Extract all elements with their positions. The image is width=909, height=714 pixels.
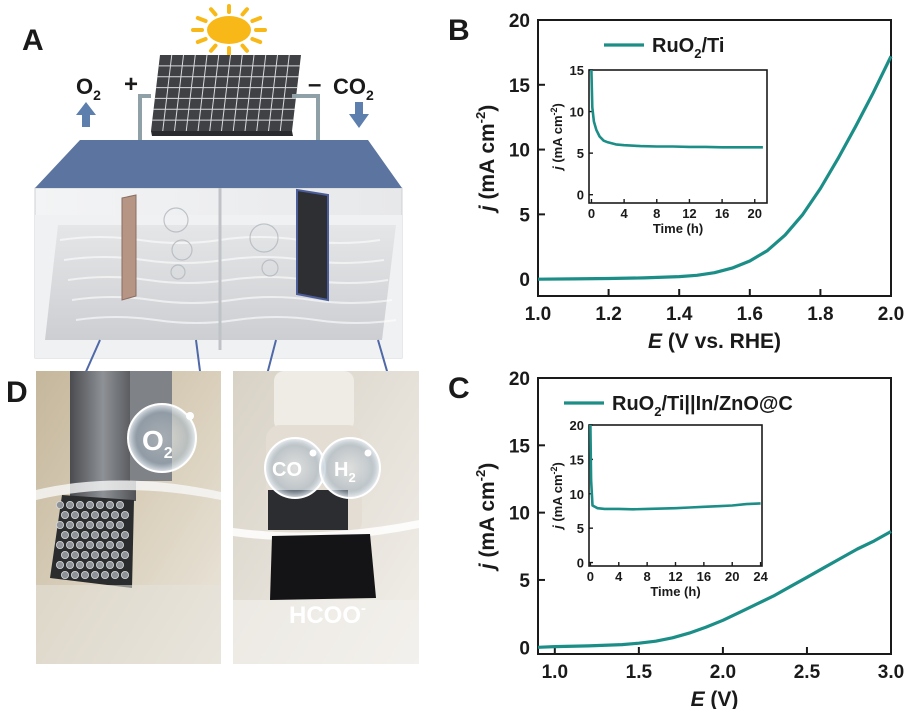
x-tick-label: 1.0	[542, 662, 568, 683]
y-tick-label: 0	[519, 638, 530, 659]
inset-x-tick-label: 0	[587, 569, 594, 584]
inset-y-tick-label: 15	[570, 63, 584, 78]
anode-photo	[36, 371, 221, 664]
minus-label: –	[308, 71, 321, 98]
inset-x-tick-label: 0	[588, 206, 595, 221]
inset-x-tick-label: 12	[682, 206, 696, 221]
inset-frame	[588, 424, 763, 567]
y-tick-label: 15	[509, 436, 531, 457]
svg-text:O2: O2	[142, 425, 173, 462]
y-tick-label: 10	[509, 504, 530, 525]
panel-label-c: C	[448, 372, 470, 405]
inset-series-line	[589, 424, 761, 511]
y-tick-label: 0	[519, 270, 530, 291]
plus-label: +	[124, 71, 138, 98]
solar-panel-icon	[151, 54, 301, 136]
inset-x-tick-label: 16	[697, 569, 711, 584]
y-tick-label: 5	[519, 205, 530, 226]
inset-frame	[588, 69, 768, 204]
y-tick-label: 20	[509, 11, 530, 32]
cathode-gas-label: CO2	[333, 74, 374, 103]
x-tick-label: 1.8	[807, 304, 833, 325]
svg-text:CO: CO	[272, 459, 302, 481]
plot-frame	[537, 377, 892, 655]
panel-d: D O2 CO H2 HCOO-	[6, 371, 419, 664]
x-tick-label: 1.0	[525, 304, 551, 325]
x-tick-label: 1.5	[626, 662, 653, 683]
x-axis-label: E (V vs. RHE)	[648, 330, 781, 353]
down-arrow-icon	[349, 102, 369, 128]
inset-y-tick-label: 10	[570, 105, 584, 120]
inset-y-tick-label: 5	[577, 146, 584, 161]
inset-x-axis-label: Time (h)	[653, 221, 703, 236]
panel-c: C 1.0 1.5 2.0 2.5 3.0 0 5 10 15 20 E (V) j (mA cm-2…	[448, 369, 904, 711]
chart-b: 1.0 1.2 1.4 1.6 1.8 2.0 0 5 10 15 20 E (V vs. RHE) j…	[473, 11, 904, 353]
inset-x-tick-label: 16	[715, 206, 729, 221]
panel-label-d: D	[6, 376, 28, 409]
inset-x-tick-label: 24	[753, 569, 768, 584]
formate-label: HCOO-	[289, 600, 366, 629]
inset-x-tick-label: 8	[653, 206, 660, 221]
x-tick-label: 1.2	[595, 304, 621, 325]
inset-y-tick-label: 15	[570, 452, 584, 467]
electrolytic-cell	[34, 140, 403, 359]
inset-y-tick-label: 5	[577, 521, 584, 536]
series-line	[537, 530, 892, 649]
inset-chart: 0 4 8 12 16 20 24 0 5 10 15 20 Time (h) j (mA cm-2)	[549, 418, 769, 599]
inset-y-axis-label: j (mA cm-2)	[549, 462, 565, 531]
y-axis-label: j (mA cm-2)	[473, 463, 499, 572]
x-tick-label: 3.0	[878, 662, 904, 683]
x-tick-label: 2.5	[794, 662, 821, 683]
y-tick-label: 20	[509, 369, 530, 390]
x-tick-label: 1.6	[737, 304, 763, 325]
plot-frame	[537, 19, 892, 297]
inset-chart: 0 4 8 12 16 20 0 5 10 15 Time (h) j (mA cm-2)	[549, 63, 768, 236]
inset-x-tick-label: 20	[748, 206, 762, 221]
svg-text:H2: H2	[334, 459, 356, 485]
legend: RuO2/Ti||In/ZnO@C	[564, 393, 793, 419]
inset-series-line	[590, 69, 763, 149]
panel-label-a: A	[22, 24, 44, 57]
legend-label: RuO2/Ti	[652, 35, 724, 61]
y-tick-label: 15	[509, 76, 531, 97]
inset-x-tick-label: 12	[668, 569, 682, 584]
x-tick-label: 2.0	[878, 304, 904, 325]
series-line	[537, 55, 893, 281]
inset-y-tick-label: 0	[577, 188, 584, 203]
inset-y-tick-label: 10	[570, 487, 584, 502]
sun-icon	[191, 4, 267, 56]
inset-x-axis-label: Time (h)	[650, 584, 700, 599]
x-tick-label: 1.4	[666, 304, 693, 325]
legend: RuO2/Ti	[604, 35, 724, 61]
co-bubble: CO	[264, 437, 326, 499]
inset-x-tick-label: 8	[644, 569, 651, 584]
y-tick-label: 5	[519, 571, 530, 592]
chart-c: 1.0 1.5 2.0 2.5 3.0 0 5 10 15 20 E (V) j (mA cm-2) R…	[473, 369, 904, 711]
panel-label-b: B	[448, 14, 470, 47]
anode-gas-label: O2	[76, 74, 101, 103]
inset-y-tick-label: 20	[570, 418, 584, 433]
panel-b: B 1.0 1.2 1.4 1.6 1.8 2.0 0 5 10 15 20 E (V vs. RHE…	[448, 11, 904, 353]
x-axis-label: E (V)	[691, 688, 739, 709]
up-arrow-icon	[76, 102, 96, 127]
anode-wire	[138, 94, 151, 160]
panel-a: A O2 + – CO2	[22, 4, 419, 481]
inset-x-tick-label: 4	[615, 569, 623, 584]
h2-bubble: H2	[319, 437, 381, 499]
inset-x-tick-label: 4	[620, 206, 628, 221]
y-tick-label: 10	[509, 141, 530, 162]
o2-bubble: O2	[127, 403, 197, 473]
x-tick-label: 2.0	[710, 662, 736, 683]
inset-y-axis-label: j (mA cm-2)	[549, 103, 565, 172]
legend-label: RuO2/Ti||In/ZnO@C	[612, 393, 793, 419]
inset-x-tick-label: 20	[725, 569, 739, 584]
y-axis-label: j (mA cm-2)	[473, 105, 499, 214]
inset-y-tick-label: 0	[577, 556, 584, 571]
